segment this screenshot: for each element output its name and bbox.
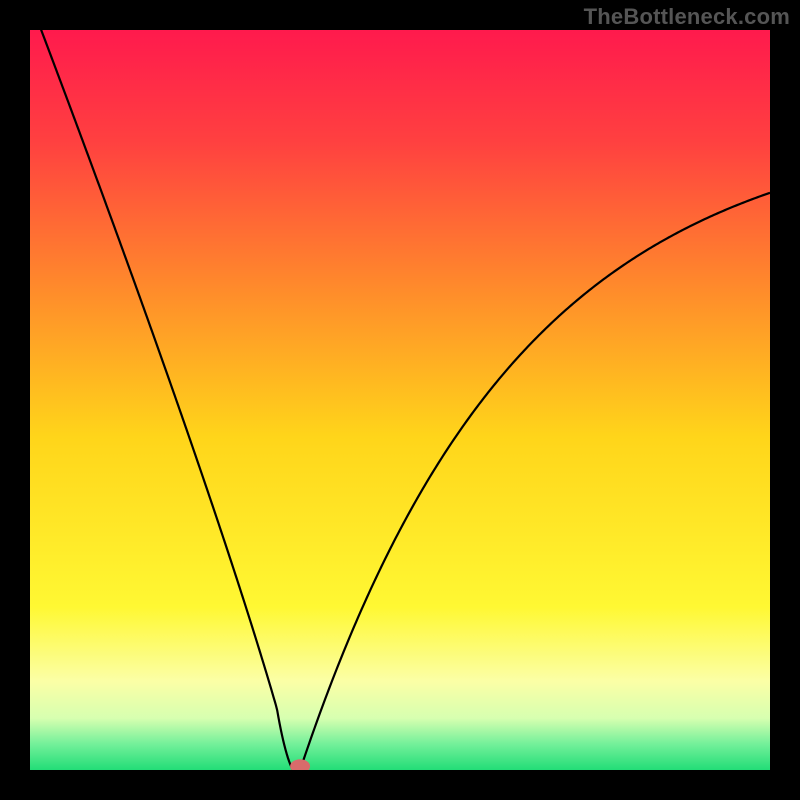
attribution-text: TheBottleneck.com [584, 4, 790, 30]
bottleneck-chart [30, 30, 770, 770]
gradient-background [30, 30, 770, 770]
outer-frame: TheBottleneck.com [0, 0, 800, 800]
